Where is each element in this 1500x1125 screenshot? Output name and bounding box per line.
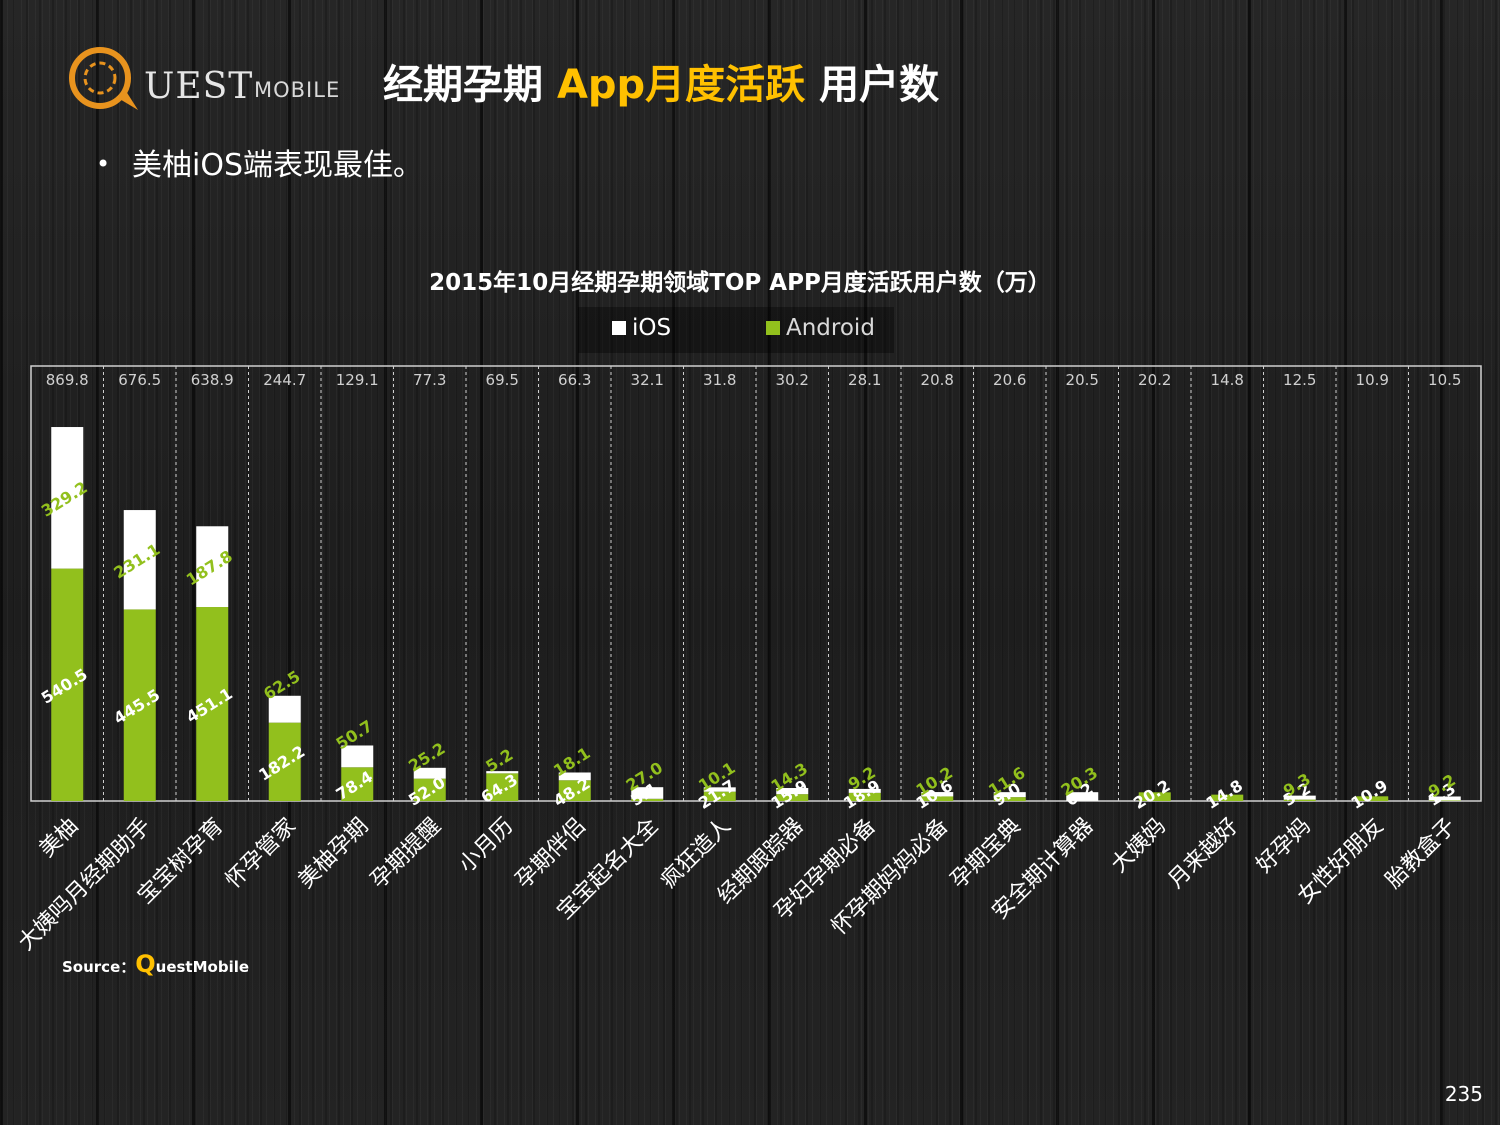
total-label: 129.1: [336, 371, 379, 389]
bar-ios: [486, 771, 519, 774]
total-label: 869.8: [46, 371, 89, 389]
bar-ios: [1066, 792, 1099, 801]
legend-android-label: Android: [786, 315, 875, 341]
page-title-highlight: App月度活跃: [556, 62, 806, 108]
category-label: 大姨妈: [1107, 814, 1171, 878]
bullet-dot: •: [96, 150, 111, 178]
category-label: 美柚孕期: [294, 814, 374, 894]
android-value-label: 14.8: [1203, 776, 1247, 813]
legend-ios: iOS: [612, 315, 671, 341]
total-label: 69.5: [486, 371, 519, 389]
bar-android: [196, 607, 229, 801]
bar-android: [558, 780, 591, 801]
category-label: 美柚: [35, 814, 84, 863]
total-label: 32.1: [631, 371, 664, 389]
android-value-label: 10.9: [1348, 776, 1392, 813]
questmobile-logo: UEST MOBILE: [66, 44, 346, 116]
bar-ios: [341, 745, 374, 768]
source-q: Q: [135, 950, 156, 978]
summary-bullet: • 美柚iOS端表现最佳。: [96, 140, 423, 184]
chart-title: 2015年10月经期孕期领域TOP APP月度活跃用户数（万）: [429, 270, 1051, 296]
category-label: 怀孕管家: [221, 814, 301, 894]
android-value-label: 20.2: [1130, 776, 1174, 813]
bar-android: [993, 797, 1026, 801]
bar-android: [123, 609, 156, 801]
bar-android: [413, 778, 446, 801]
bar-ios: [921, 792, 954, 797]
bar-ios: [993, 792, 1026, 798]
bar-ios: [268, 695, 301, 723]
total-label: 638.9: [191, 371, 234, 389]
logo-q-icon: [69, 47, 138, 110]
bar-android: [268, 722, 301, 801]
total-label: 77.3: [413, 371, 446, 389]
page-number: 235: [1444, 1082, 1483, 1106]
category-label: 胎教盒子: [1381, 814, 1461, 894]
total-label: 676.5: [118, 371, 161, 389]
bar-android: [776, 794, 809, 801]
source-rest: uestMobile: [155, 958, 250, 976]
source-note: Source：QuestMobile: [62, 950, 249, 978]
source-label: Source：: [62, 958, 136, 976]
bar-ios: [123, 510, 156, 610]
summary-text: 美柚iOS端表现最佳。: [132, 148, 423, 183]
bar-android: [703, 791, 736, 801]
category-label: 孕期提醒: [366, 814, 446, 894]
total-label: 12.5: [1283, 371, 1316, 389]
bar-android: [631, 798, 664, 801]
bar-ios: [776, 788, 809, 795]
bar-ios: [558, 772, 591, 781]
bar-ios: [1283, 795, 1316, 800]
chart-legend: iOS Android: [578, 307, 894, 353]
page-title-part2: 用户数: [805, 62, 940, 108]
bar-ios: [703, 787, 736, 792]
category-label: 小月历: [454, 814, 518, 878]
total-label: 14.8: [1211, 371, 1244, 389]
category-label: 好孕妈: [1252, 814, 1316, 878]
bar-android: [1138, 792, 1171, 801]
bar-ios: [51, 427, 84, 569]
logo-mobile-text: MOBILE: [254, 78, 341, 102]
bar-ios: [1428, 796, 1461, 801]
total-label: 31.8: [703, 371, 736, 389]
page-title-part1: 经期孕期: [383, 62, 557, 108]
bar-ios: [631, 787, 664, 799]
bar-android: [341, 767, 374, 801]
bar-ios: [413, 767, 446, 779]
total-label: 20.6: [993, 371, 1026, 389]
total-label: 10.9: [1356, 371, 1389, 389]
total-label: 30.2: [776, 371, 809, 389]
total-label: 10.5: [1428, 371, 1461, 389]
bar-android: [486, 773, 519, 801]
bar-android: [1211, 794, 1244, 801]
category-label: 月来越好: [1164, 814, 1244, 894]
legend-ios-swatch: [612, 321, 626, 335]
bar-android: [51, 568, 84, 801]
total-label: 244.7: [263, 371, 306, 389]
bar-ios: [196, 526, 229, 608]
bar-ios: [848, 788, 881, 793]
bar-android: [921, 796, 954, 801]
bar-android: [848, 792, 881, 801]
category-label: 大姨吗月经期助手: [14, 814, 156, 956]
total-label: 20.8: [921, 371, 954, 389]
logo-quest-text: UEST: [144, 66, 254, 107]
bar-android: [1356, 796, 1389, 801]
legend-android: Android: [766, 315, 875, 341]
bar-android: [1283, 799, 1316, 801]
total-label: 20.2: [1138, 371, 1171, 389]
total-label: 20.5: [1066, 371, 1099, 389]
total-label: 28.1: [848, 371, 881, 389]
legend-android-swatch: [766, 321, 780, 335]
bar-android: [1428, 800, 1461, 801]
total-label: 66.3: [558, 371, 591, 389]
legend-ios-label: iOS: [632, 315, 672, 341]
page-title: 经期孕期 App月度活跃 用户数: [383, 52, 939, 110]
